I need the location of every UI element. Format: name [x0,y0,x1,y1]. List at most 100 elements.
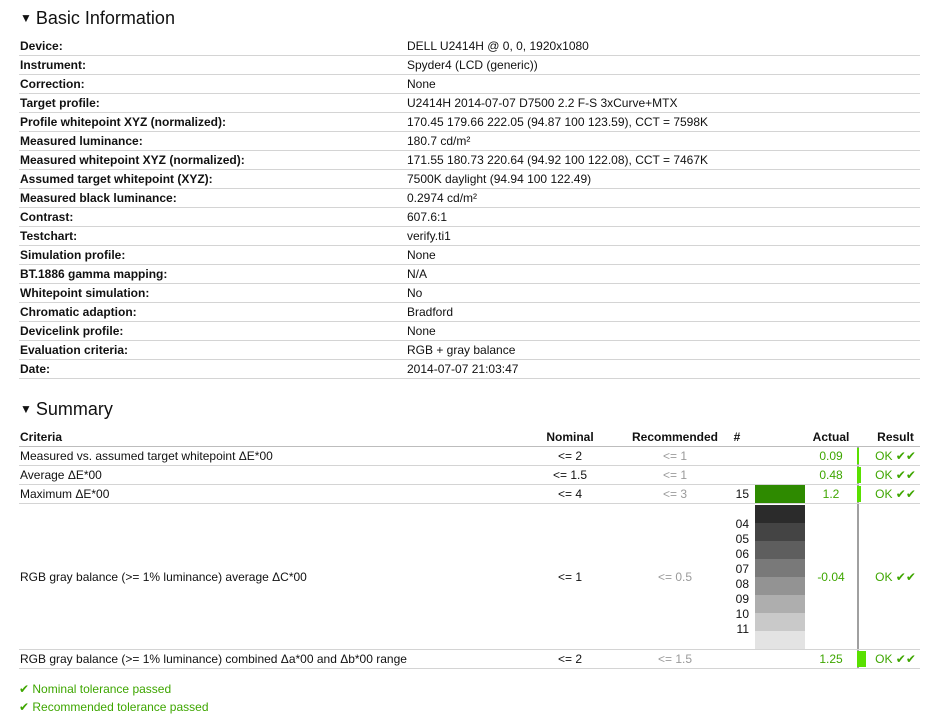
basic-information-heading[interactable]: ▼ Basic Information [20,8,175,28]
gray-patch-number: 08 [735,576,749,591]
patch-number-cell [725,649,755,669]
info-row: Measured whitepoint XYZ (normalized): 171… [19,150,920,170]
deviation-bar [857,485,871,503]
header-actual: Actual [805,428,857,447]
summary-row: Average ΔE*00 <= 1.5 <= 1 0.48 OK ✔✔ [19,465,920,485]
patch-number-cell [725,446,755,466]
info-label: Measured luminance: [19,131,406,151]
patch-swatch-cell [755,649,805,669]
deviation-bar-fill [857,651,866,667]
info-value: None [406,321,920,341]
info-row: Measured black luminance: 0.2974 cd/m² [19,188,920,208]
criteria-cell: RGB gray balance (>= 1% luminance) avera… [19,503,515,650]
actual-cell: 1.2 [805,484,857,504]
gray-patch-list: 04 05 06 07 08 09 10 11 [725,504,805,649]
recommended-cell: <= 0.5 [625,503,725,650]
info-value: 180.7 cd/m² [406,131,920,151]
info-value: verify.ti1 [406,226,920,246]
header-nominal: Nominal [515,428,625,447]
info-row: Devicelink profile: None [19,321,920,341]
patch-swatch [755,485,805,503]
gray-swatch [755,612,805,631]
gray-swatch [755,576,805,595]
deviation-bar-fill [857,486,861,502]
summary-heading[interactable]: ▼ Summary [20,399,113,419]
actual-cell: 0.09 [805,446,857,466]
info-row: Measured luminance: 180.7 cd/m² [19,131,920,151]
header-bar [857,428,871,447]
collapse-triangle-icon[interactable]: ▼ [20,10,32,25]
criteria-cell: Maximum ΔE*00 [19,484,515,504]
basic-information-table: Device: DELL U2414H @ 0, 0, 1920x1080 Inst… [19,37,920,379]
info-label: Whitepoint simulation: [19,283,406,303]
info-value: Spyder4 (LCD (generic)) [406,55,920,75]
gray-swatch [755,558,805,577]
gray-swatch-stack [755,504,805,649]
nominal-cell: <= 4 [515,484,625,504]
recommended-tolerance-passed: ✔ Recommended tolerance passed [19,700,209,714]
gray-patch-numbers: 04 05 06 07 08 09 10 11 [736,505,755,649]
summary-table: Criteria Nominal Recommended # Actual Re… [19,428,920,669]
info-value: N/A [406,264,920,284]
info-value: None [406,74,920,94]
info-label: Simulation profile: [19,245,406,265]
info-row: Device: DELL U2414H @ 0, 0, 1920x1080 [19,37,920,56]
info-label: Evaluation criteria: [19,340,406,360]
info-label: Correction: [19,74,406,94]
patch-swatch-cell [755,465,805,485]
summary-row: RGB gray balance (>= 1% luminance) avera… [19,503,920,650]
summary-row: Measured vs. assumed target whitepoint Δ… [19,446,920,466]
gray-patch-number: 04 [735,516,749,531]
info-row: Date: 2014-07-07 21:03:47 [19,359,920,379]
deviation-bar [857,447,871,465]
deviation-bar-cell [857,503,871,650]
info-label: Assumed target whitepoint (XYZ): [19,169,406,189]
info-label: Measured whitepoint XYZ (normalized): [19,150,406,170]
info-row: Testchart: verify.ti1 [19,226,920,246]
info-value: 170.45 179.66 222.05 (94.87 100 123.59),… [406,112,920,132]
deviation-bar [857,650,871,668]
gray-swatch [755,522,805,541]
info-label: Contrast: [19,207,406,227]
header-recommended: Recommended [625,428,725,447]
deviation-bar-cell [857,446,871,466]
gray-balance-patches: 04 05 06 07 08 09 10 11 [725,503,805,650]
info-row: Correction: None [19,74,920,94]
deviation-baseline [857,504,859,649]
info-row: Profile whitepoint XYZ (normalized): 170.… [19,112,920,132]
result-cell: OK ✔✔ [871,484,920,504]
recommended-cell: <= 3 [625,484,725,504]
gray-swatch [755,504,805,523]
actual-cell: 0.48 [805,465,857,485]
patch-swatch-cell [755,446,805,466]
header-swatch [755,428,805,447]
info-label: Target profile: [19,93,406,113]
info-label: Testchart: [19,226,406,246]
gray-patch-number: 06 [735,546,749,561]
info-value: 0.2974 cd/m² [406,188,920,208]
criteria-cell: RGB gray balance (>= 1% luminance) combi… [19,649,515,669]
criteria-cell: Measured vs. assumed target whitepoint Δ… [19,446,515,466]
info-value: None [406,245,920,265]
nominal-cell: <= 2 [515,446,625,466]
info-row: Instrument: Spyder4 (LCD (generic)) [19,55,920,75]
info-label: Profile whitepoint XYZ (normalized): [19,112,406,132]
info-row: Evaluation criteria: RGB + gray balance [19,340,920,360]
info-row: Target profile: U2414H 2014-07-07 D7500 2… [19,93,920,113]
patch-number-cell: 15 [725,484,755,504]
deviation-bar [857,466,871,484]
recommended-cell: <= 1 [625,446,725,466]
summary-row: Maximum ΔE*00 <= 4 <= 3 15 1.2 OK ✔✔ [19,484,920,504]
nominal-tolerance-passed: ✔ Nominal tolerance passed [19,682,172,696]
info-row: Assumed target whitepoint (XYZ): 7500K da… [19,169,920,189]
header-hash: # [725,428,755,447]
info-value: Bradford [406,302,920,322]
collapse-triangle-icon[interactable]: ▼ [20,401,32,416]
result-cell: OK ✔✔ [871,465,920,485]
deviation-bar [857,504,871,649]
info-value: 7500K daylight (94.94 100 122.49) [406,169,920,189]
info-value: No [406,283,920,303]
recommended-cell: <= 1 [625,465,725,485]
info-label: Chromatic adaption: [19,302,406,322]
gray-patch-number: 09 [735,591,749,606]
